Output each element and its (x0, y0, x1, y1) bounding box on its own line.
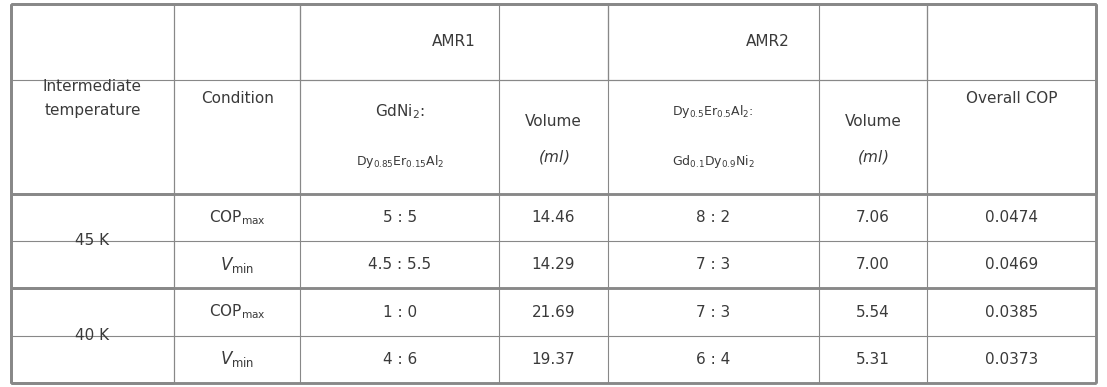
Text: 0.0469: 0.0469 (985, 257, 1038, 272)
Text: 0.0373: 0.0373 (985, 352, 1038, 367)
Text: 0.0474: 0.0474 (985, 210, 1038, 225)
Text: Condition: Condition (200, 91, 273, 106)
Text: 40 K: 40 K (75, 328, 110, 343)
Text: AMR2: AMR2 (746, 34, 789, 49)
Text: 4.5 : 5.5: 4.5 : 5.5 (369, 257, 432, 272)
Text: ($ml$): ($ml$) (538, 147, 569, 166)
Text: 7.00: 7.00 (856, 257, 890, 272)
Text: 7 : 3: 7 : 3 (696, 257, 731, 272)
Text: GdNi$_2$:: GdNi$_2$: (375, 102, 425, 121)
Text: 4 : 6: 4 : 6 (383, 352, 417, 367)
Text: 19.37: 19.37 (531, 352, 576, 367)
Text: 14.29: 14.29 (531, 257, 576, 272)
Text: 5.31: 5.31 (856, 352, 890, 367)
Polygon shape (608, 4, 928, 80)
Text: AMR1: AMR1 (432, 34, 476, 49)
Text: COP$_{\mathrm{max}}$: COP$_{\mathrm{max}}$ (208, 208, 266, 226)
Text: 5.54: 5.54 (856, 305, 890, 320)
Text: 8 : 2: 8 : 2 (696, 210, 731, 225)
Text: Intermediate
temperature: Intermediate temperature (43, 79, 142, 118)
Text: Volume: Volume (845, 114, 901, 129)
Polygon shape (300, 4, 608, 80)
Text: 6 : 4: 6 : 4 (696, 352, 731, 367)
Text: 0.0385: 0.0385 (985, 305, 1038, 320)
Text: 14.46: 14.46 (531, 210, 576, 225)
Text: ($ml$): ($ml$) (857, 147, 889, 166)
Text: 45 K: 45 K (75, 233, 110, 248)
Text: Gd$_{0.1}$Dy$_{0.9}$Ni$_2$: Gd$_{0.1}$Dy$_{0.9}$Ni$_2$ (672, 153, 755, 170)
Text: 7.06: 7.06 (856, 210, 890, 225)
Text: $V_{\mathrm{min}}$: $V_{\mathrm{min}}$ (220, 255, 255, 275)
Text: Dy$_{0.5}$Er$_{0.5}$Al$_2$:: Dy$_{0.5}$Er$_{0.5}$Al$_2$: (672, 103, 754, 120)
Text: 7 : 3: 7 : 3 (696, 305, 731, 320)
Text: 1 : 0: 1 : 0 (383, 305, 417, 320)
Text: 5 : 5: 5 : 5 (383, 210, 417, 225)
Text: Overall COP: Overall COP (965, 91, 1057, 106)
Text: Dy$_{0.85}$Er$_{0.15}$Al$_2$: Dy$_{0.85}$Er$_{0.15}$Al$_2$ (355, 153, 444, 170)
Text: $V_{\mathrm{min}}$: $V_{\mathrm{min}}$ (220, 349, 255, 370)
Text: COP$_{\mathrm{max}}$: COP$_{\mathrm{max}}$ (208, 303, 266, 321)
Text: Volume: Volume (525, 114, 582, 129)
Text: 21.69: 21.69 (531, 305, 576, 320)
